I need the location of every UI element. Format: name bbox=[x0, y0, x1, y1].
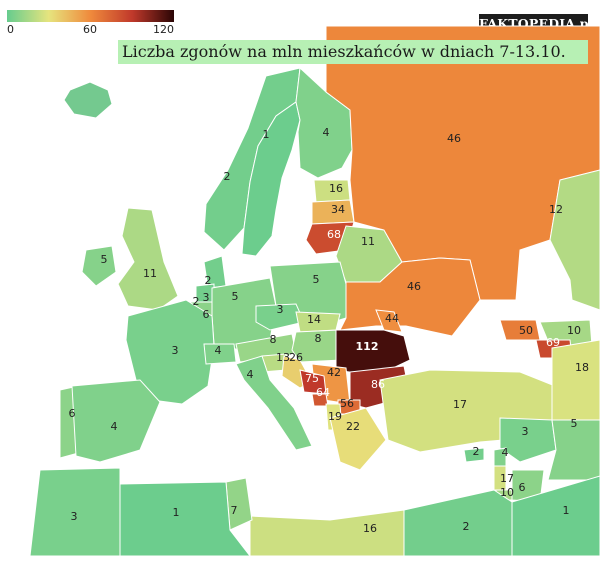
map-title: Liczba zgonów na mln mieszkańców w dniac… bbox=[118, 40, 588, 64]
region-label-lebanon: 4 bbox=[502, 446, 509, 459]
region-label-tunisia: 7 bbox=[231, 504, 238, 517]
region-label-austria: 8 bbox=[270, 333, 277, 346]
region-label-slovakia: 14 bbox=[307, 313, 321, 326]
region-label-morocco: 3 bbox=[71, 510, 78, 523]
region-label-north-macedonia: 56 bbox=[340, 397, 354, 410]
region-label-italy: 4 bbox=[247, 368, 254, 381]
region-moldova bbox=[375, 309, 403, 333]
region-label-slovenia: 13 bbox=[276, 351, 290, 364]
region-label-czechia: 3 bbox=[277, 303, 284, 316]
region-label-turkey: 17 bbox=[453, 398, 467, 411]
region-label-russia: 46 bbox=[447, 132, 461, 145]
region-label-albania: 19 bbox=[328, 410, 342, 423]
region-label-romania: 112 bbox=[356, 340, 379, 353]
region-label-ireland: 5 bbox=[101, 253, 108, 266]
region-label-egypt: 2 bbox=[463, 520, 470, 533]
region-united-kingdom bbox=[117, 207, 179, 311]
region-hungary bbox=[291, 329, 343, 363]
region-label-poland: 5 bbox=[313, 273, 320, 286]
region-label-kazakhstan: 12 bbox=[549, 203, 563, 216]
region-label-latvia: 34 bbox=[331, 203, 345, 216]
region-syria bbox=[499, 417, 557, 463]
region-label-libya: 16 bbox=[363, 522, 377, 535]
region-libya bbox=[249, 509, 405, 557]
region-label-sweden: 1 bbox=[263, 128, 270, 141]
region-label-croatia: 26 bbox=[289, 351, 303, 364]
region-label-saudi-arabia: 1 bbox=[563, 504, 570, 517]
region-label-ukraine: 46 bbox=[407, 280, 421, 293]
region-label-serbia: 42 bbox=[327, 366, 341, 379]
region-label-algeria: 1 bbox=[173, 506, 180, 519]
legend-tick-min: 0 bbox=[7, 23, 14, 36]
region-label-iraq: 5 bbox=[571, 417, 578, 430]
region-label-iran: 18 bbox=[575, 361, 589, 374]
region-label-montenegro: 64 bbox=[316, 386, 330, 399]
region-label-germany: 5 bbox=[232, 290, 239, 303]
region-label-greece: 22 bbox=[346, 420, 360, 433]
region-label-bulgaria: 86 bbox=[371, 378, 385, 391]
region-ireland bbox=[81, 245, 117, 287]
region-italy bbox=[235, 355, 313, 451]
region-label-united-kingdom: 11 bbox=[143, 267, 157, 280]
region-label-portugal: 6 bbox=[69, 407, 76, 420]
region-cyprus bbox=[463, 447, 485, 463]
region-greece bbox=[329, 407, 387, 471]
region-label-azerbaijan: 10 bbox=[567, 324, 581, 337]
region-france bbox=[125, 299, 215, 405]
region-label-palestine: 10 bbox=[500, 486, 514, 499]
region-label-finland: 4 bbox=[323, 126, 330, 139]
region-spain bbox=[71, 379, 161, 463]
region-kazakhstan bbox=[549, 169, 600, 311]
region-ukraine bbox=[339, 257, 481, 337]
region-label-netherlands: 2 bbox=[193, 295, 200, 308]
region-label-jordan: 6 bbox=[519, 481, 526, 494]
region-label-syria: 3 bbox=[522, 425, 529, 438]
region-label-belarus: 11 bbox=[361, 235, 375, 248]
region-label-lithuania: 68 bbox=[327, 228, 341, 241]
region-sweden bbox=[241, 101, 301, 257]
region-iraq bbox=[547, 419, 600, 481]
region-iceland bbox=[63, 81, 113, 119]
region-morocco bbox=[29, 467, 121, 557]
region-label-estonia: 16 bbox=[329, 182, 343, 195]
region-label-norway: 2 bbox=[224, 170, 231, 183]
region-label-spain: 4 bbox=[111, 420, 118, 433]
region-label-france: 3 bbox=[172, 344, 179, 357]
region-label-denmark: 2 bbox=[205, 274, 212, 287]
region-label-bosnia-and-herzegovina: 75 bbox=[305, 372, 319, 385]
region-label-armenia: 69 bbox=[546, 336, 560, 349]
region-label-hungary: 8 bbox=[315, 332, 322, 345]
region-label-georgia: 50 bbox=[519, 324, 533, 337]
region-label-switzerland: 4 bbox=[215, 344, 222, 357]
legend-tick-max: 120 bbox=[153, 23, 174, 36]
region-label-belgium: 6 bbox=[203, 308, 210, 321]
region-label-moldova: 44 bbox=[385, 312, 399, 325]
region-label-israel: 17 bbox=[500, 472, 514, 485]
legend-color-bar bbox=[7, 10, 174, 22]
region-switzerland bbox=[203, 343, 237, 365]
legend-tick-mid: 60 bbox=[83, 23, 97, 36]
region-label-luxembourg: 3 bbox=[203, 291, 210, 304]
region-label-cyprus: 2 bbox=[473, 445, 480, 458]
region-egypt bbox=[403, 489, 513, 557]
region-czechia bbox=[255, 303, 305, 331]
